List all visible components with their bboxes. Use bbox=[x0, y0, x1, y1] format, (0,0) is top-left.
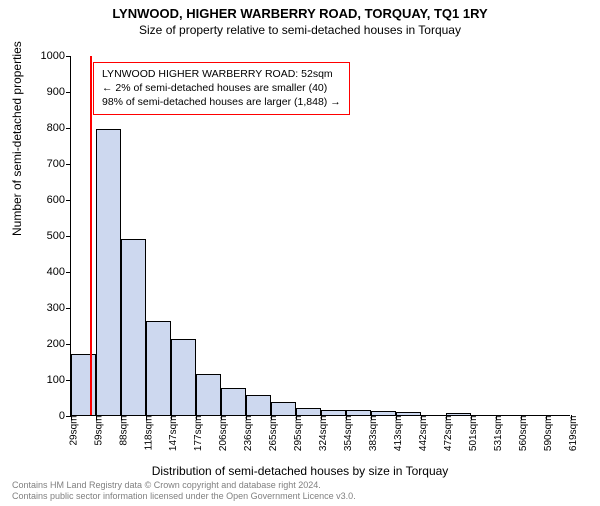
x-tick-label: 265sqm bbox=[269, 416, 280, 452]
histogram-bar bbox=[196, 374, 221, 415]
histogram-bar bbox=[296, 408, 321, 415]
y-tick-label: 600 bbox=[23, 194, 65, 206]
y-tick-label: 100 bbox=[23, 374, 65, 386]
x-tick-label: 501sqm bbox=[469, 416, 480, 452]
annotation-line: ← 2% of semi-detached houses are smaller… bbox=[102, 81, 341, 95]
y-tick-mark bbox=[66, 92, 71, 93]
annotation-line: LYNWOOD HIGHER WARBERRY ROAD: 52sqm bbox=[102, 67, 341, 81]
y-tick-label: 700 bbox=[23, 158, 65, 170]
marker-line bbox=[90, 56, 92, 415]
y-tick-label: 900 bbox=[23, 86, 65, 98]
x-tick-label: 590sqm bbox=[544, 416, 555, 452]
footer-line-2: Contains public sector information licen… bbox=[12, 491, 356, 502]
x-tick-label: 147sqm bbox=[169, 416, 180, 452]
histogram-bar bbox=[171, 339, 196, 415]
x-axis-label: Distribution of semi-detached houses by … bbox=[0, 464, 600, 478]
x-tick-label: 413sqm bbox=[394, 416, 405, 452]
x-tick-label: 59sqm bbox=[94, 416, 105, 446]
x-tick-label: 619sqm bbox=[569, 416, 580, 452]
annotation-line: 98% of semi-detached houses are larger (… bbox=[102, 95, 341, 109]
histogram-bar bbox=[346, 410, 371, 415]
histogram-bar bbox=[271, 402, 296, 415]
histogram-bar bbox=[321, 410, 346, 415]
footer-attribution: Contains HM Land Registry data © Crown c… bbox=[12, 480, 356, 503]
x-tick-label: 236sqm bbox=[244, 416, 255, 452]
x-tick-label: 354sqm bbox=[344, 416, 355, 452]
x-tick-label: 206sqm bbox=[219, 416, 230, 452]
y-axis-label: Number of semi-detached properties bbox=[10, 41, 24, 236]
x-tick-label: 442sqm bbox=[419, 416, 430, 452]
y-tick-mark bbox=[66, 56, 71, 57]
y-tick-mark bbox=[66, 200, 71, 201]
x-tick-label: 29sqm bbox=[69, 416, 80, 446]
y-tick-mark bbox=[66, 344, 71, 345]
x-tick-label: 177sqm bbox=[194, 416, 205, 452]
histogram-bar bbox=[121, 239, 146, 415]
chart-plot-area: 0100200300400500600700800900100029sqm59s… bbox=[70, 56, 570, 416]
y-tick-mark bbox=[66, 236, 71, 237]
x-tick-label: 88sqm bbox=[119, 416, 130, 446]
histogram-bar bbox=[371, 411, 396, 415]
y-tick-label: 0 bbox=[23, 410, 65, 422]
histogram-bar bbox=[96, 129, 121, 415]
y-tick-label: 500 bbox=[23, 230, 65, 242]
histogram-bar bbox=[221, 388, 246, 415]
x-tick-label: 560sqm bbox=[519, 416, 530, 452]
x-tick-label: 531sqm bbox=[494, 416, 505, 452]
y-tick-mark bbox=[66, 272, 71, 273]
x-tick-label: 324sqm bbox=[319, 416, 330, 452]
chart-subtitle: Size of property relative to semi-detach… bbox=[0, 23, 600, 37]
histogram-bar bbox=[246, 395, 271, 415]
y-tick-label: 800 bbox=[23, 122, 65, 134]
footer-line-1: Contains HM Land Registry data © Crown c… bbox=[12, 480, 356, 491]
y-tick-label: 300 bbox=[23, 302, 65, 314]
y-tick-label: 400 bbox=[23, 266, 65, 278]
x-tick-label: 472sqm bbox=[444, 416, 455, 452]
annotation-box: LYNWOOD HIGHER WARBERRY ROAD: 52sqm← 2% … bbox=[93, 62, 350, 115]
y-tick-label: 1000 bbox=[23, 50, 65, 62]
y-tick-mark bbox=[66, 128, 71, 129]
y-tick-mark bbox=[66, 308, 71, 309]
x-tick-label: 295sqm bbox=[294, 416, 305, 452]
x-tick-label: 118sqm bbox=[144, 416, 155, 451]
chart-title: LYNWOOD, HIGHER WARBERRY ROAD, TORQUAY, … bbox=[0, 6, 600, 21]
y-tick-label: 200 bbox=[23, 338, 65, 350]
y-tick-mark bbox=[66, 164, 71, 165]
histogram-bar bbox=[146, 321, 171, 415]
x-tick-label: 383sqm bbox=[369, 416, 380, 452]
